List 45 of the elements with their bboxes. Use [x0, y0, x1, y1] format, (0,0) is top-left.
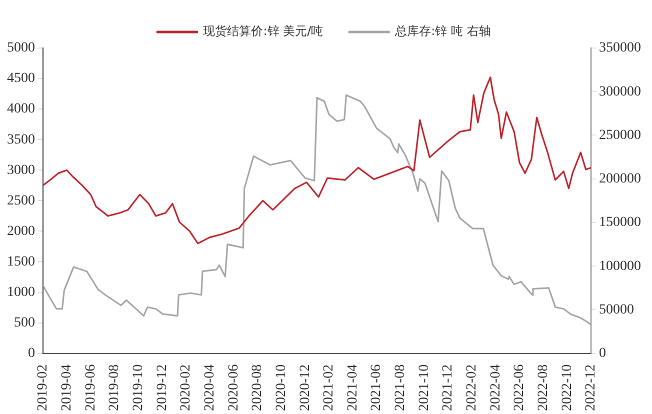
x-tick-label: 2019-04 — [60, 364, 74, 412]
x-tick-label: 2022-04 — [488, 364, 504, 412]
x-tick-label: 2019-06 — [83, 364, 98, 412]
y-tick-label: 4500 — [7, 71, 35, 86]
x-tick-label: 2019-08 — [107, 364, 122, 412]
x-tick-label: 2019-12 — [154, 364, 170, 412]
y2-tick-label: 100000 — [599, 258, 641, 274]
x-tick-label: 2022-02 — [464, 364, 480, 412]
y-tick-label: 0 — [28, 346, 35, 362]
y-tick-label: 3000 — [7, 162, 35, 178]
y-tick-label: 1000 — [7, 284, 35, 300]
x-tick-label: 2022-12 — [584, 364, 599, 412]
y-tick-label: 4000 — [7, 102, 35, 117]
y2-tick-label: 0 — [599, 346, 606, 362]
x-tick-label: 2019-02 — [36, 364, 51, 412]
y-tick-label: 3500 — [7, 132, 35, 148]
x-tick-label: 2022-08 — [536, 364, 552, 412]
y-tick-label: 2500 — [7, 193, 35, 208]
x-tick-label: 2020-10 — [274, 364, 289, 412]
x-tick-label: 2021-04 — [345, 364, 360, 412]
y2-tick-label: 300000 — [599, 84, 641, 100]
y2-tick-label: 350000 — [599, 40, 641, 56]
x-tick-label: 2020-12 — [298, 364, 313, 412]
x-tick-label: 2019-10 — [130, 364, 146, 412]
x-tick-label: 2021-06 — [369, 364, 384, 412]
y2-tick-label: 250000 — [599, 128, 641, 143]
x-tick-label: 2022-10 — [560, 364, 575, 412]
x-tick-label: 2020-08 — [250, 364, 266, 412]
y2-tick-label: 150000 — [599, 215, 641, 230]
x-tick-label: 2021-12 — [440, 364, 456, 412]
y2-tick-label: 50000 — [599, 302, 634, 318]
x-tick-label: 2022-06 — [512, 364, 528, 412]
legend-label: 总库存:锌 吨 右轴 — [394, 24, 491, 38]
y2-tick-label: 200000 — [599, 172, 641, 187]
x-tick-label: 2021-02 — [322, 364, 337, 412]
legend-label: 现货结算价:锌 美元/吨 — [203, 24, 324, 38]
y-tick-label: 1500 — [7, 254, 35, 270]
y-tick-label: 5000 — [7, 40, 35, 56]
x-tick-label: 2020-02 — [178, 364, 194, 412]
x-tick-label: 2020-04 — [202, 364, 218, 412]
x-tick-label: 2021-10 — [416, 364, 432, 412]
y-tick-label: 500 — [14, 315, 35, 330]
x-tick-label: 2021-08 — [393, 364, 408, 412]
x-tick-label: 2020-06 — [226, 364, 242, 412]
y-tick-label: 2000 — [7, 224, 35, 239]
